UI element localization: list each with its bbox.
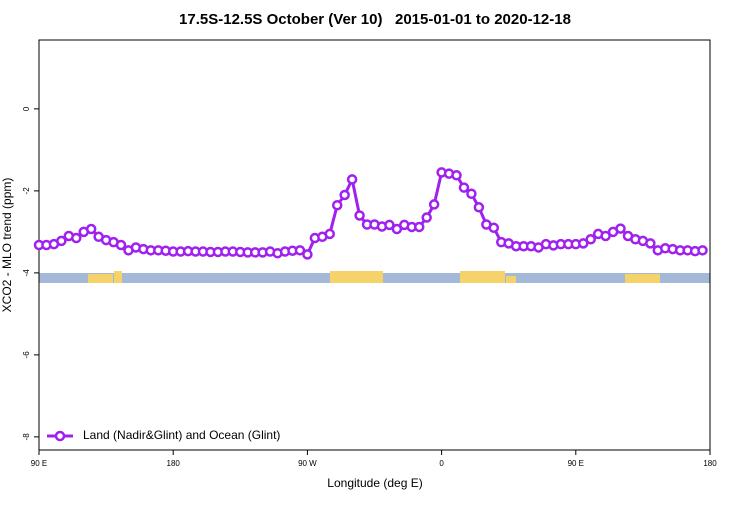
- data-point: [384, 219, 395, 231]
- land-ocean-band: [39, 271, 710, 283]
- land-patch: [625, 274, 660, 283]
- data-point: [413, 221, 425, 233]
- data-point: [645, 238, 656, 249]
- data-point: [466, 188, 477, 199]
- land-patch: [506, 276, 516, 283]
- data-point: [302, 249, 313, 260]
- data-point: [339, 189, 350, 201]
- data-point: [56, 235, 67, 247]
- y-tick-label: -4: [22, 269, 31, 277]
- data-point: [71, 232, 82, 244]
- data-point: [294, 245, 306, 256]
- data-point: [354, 210, 365, 221]
- land-patch: [460, 271, 505, 283]
- x-tick-label: 90 E: [31, 459, 47, 468]
- x-tick-label: 180: [167, 459, 181, 468]
- data-point: [615, 223, 626, 234]
- data-point: [428, 199, 440, 210]
- data-point: [391, 223, 403, 235]
- land-patch: [114, 271, 122, 283]
- data-point: [451, 170, 462, 181]
- data-point: [331, 199, 343, 211]
- x-axis-label: Longitude (deg E): [327, 476, 422, 490]
- data-point: [85, 223, 97, 235]
- y-tick-label: -8: [22, 433, 31, 441]
- data-point: [585, 234, 596, 245]
- data-point: [578, 238, 589, 249]
- x-tick-label: 180: [703, 459, 717, 468]
- legend-marker: [54, 430, 66, 442]
- y-tick-label: -6: [22, 351, 31, 359]
- data-point: [458, 182, 470, 193]
- x-tick-label: 90 W: [298, 459, 317, 468]
- x-tick-label: 90 E: [568, 459, 584, 468]
- y-tick-label: -2: [22, 187, 31, 195]
- data-point: [115, 239, 127, 251]
- data-point: [324, 228, 336, 240]
- chart-title: 17.5S-12.5S October (Ver 10) 2015-01-01 …: [179, 11, 571, 28]
- data-point: [697, 245, 708, 256]
- y-tick-label: 0: [22, 106, 31, 111]
- land-patch: [88, 274, 113, 283]
- x-tick-label: 0: [439, 459, 444, 468]
- y-axis-label: XCO2 - MLO trend (ppm): [0, 178, 14, 313]
- data-point: [473, 202, 485, 213]
- data-point: [600, 230, 611, 242]
- data-point: [421, 212, 432, 223]
- data-point: [346, 174, 358, 185]
- data-point: [488, 222, 500, 234]
- land-patch: [330, 271, 383, 283]
- legend-label: Land (Nadir&Glint) and Ocean (Glint): [83, 428, 280, 442]
- series-line: [39, 170, 703, 257]
